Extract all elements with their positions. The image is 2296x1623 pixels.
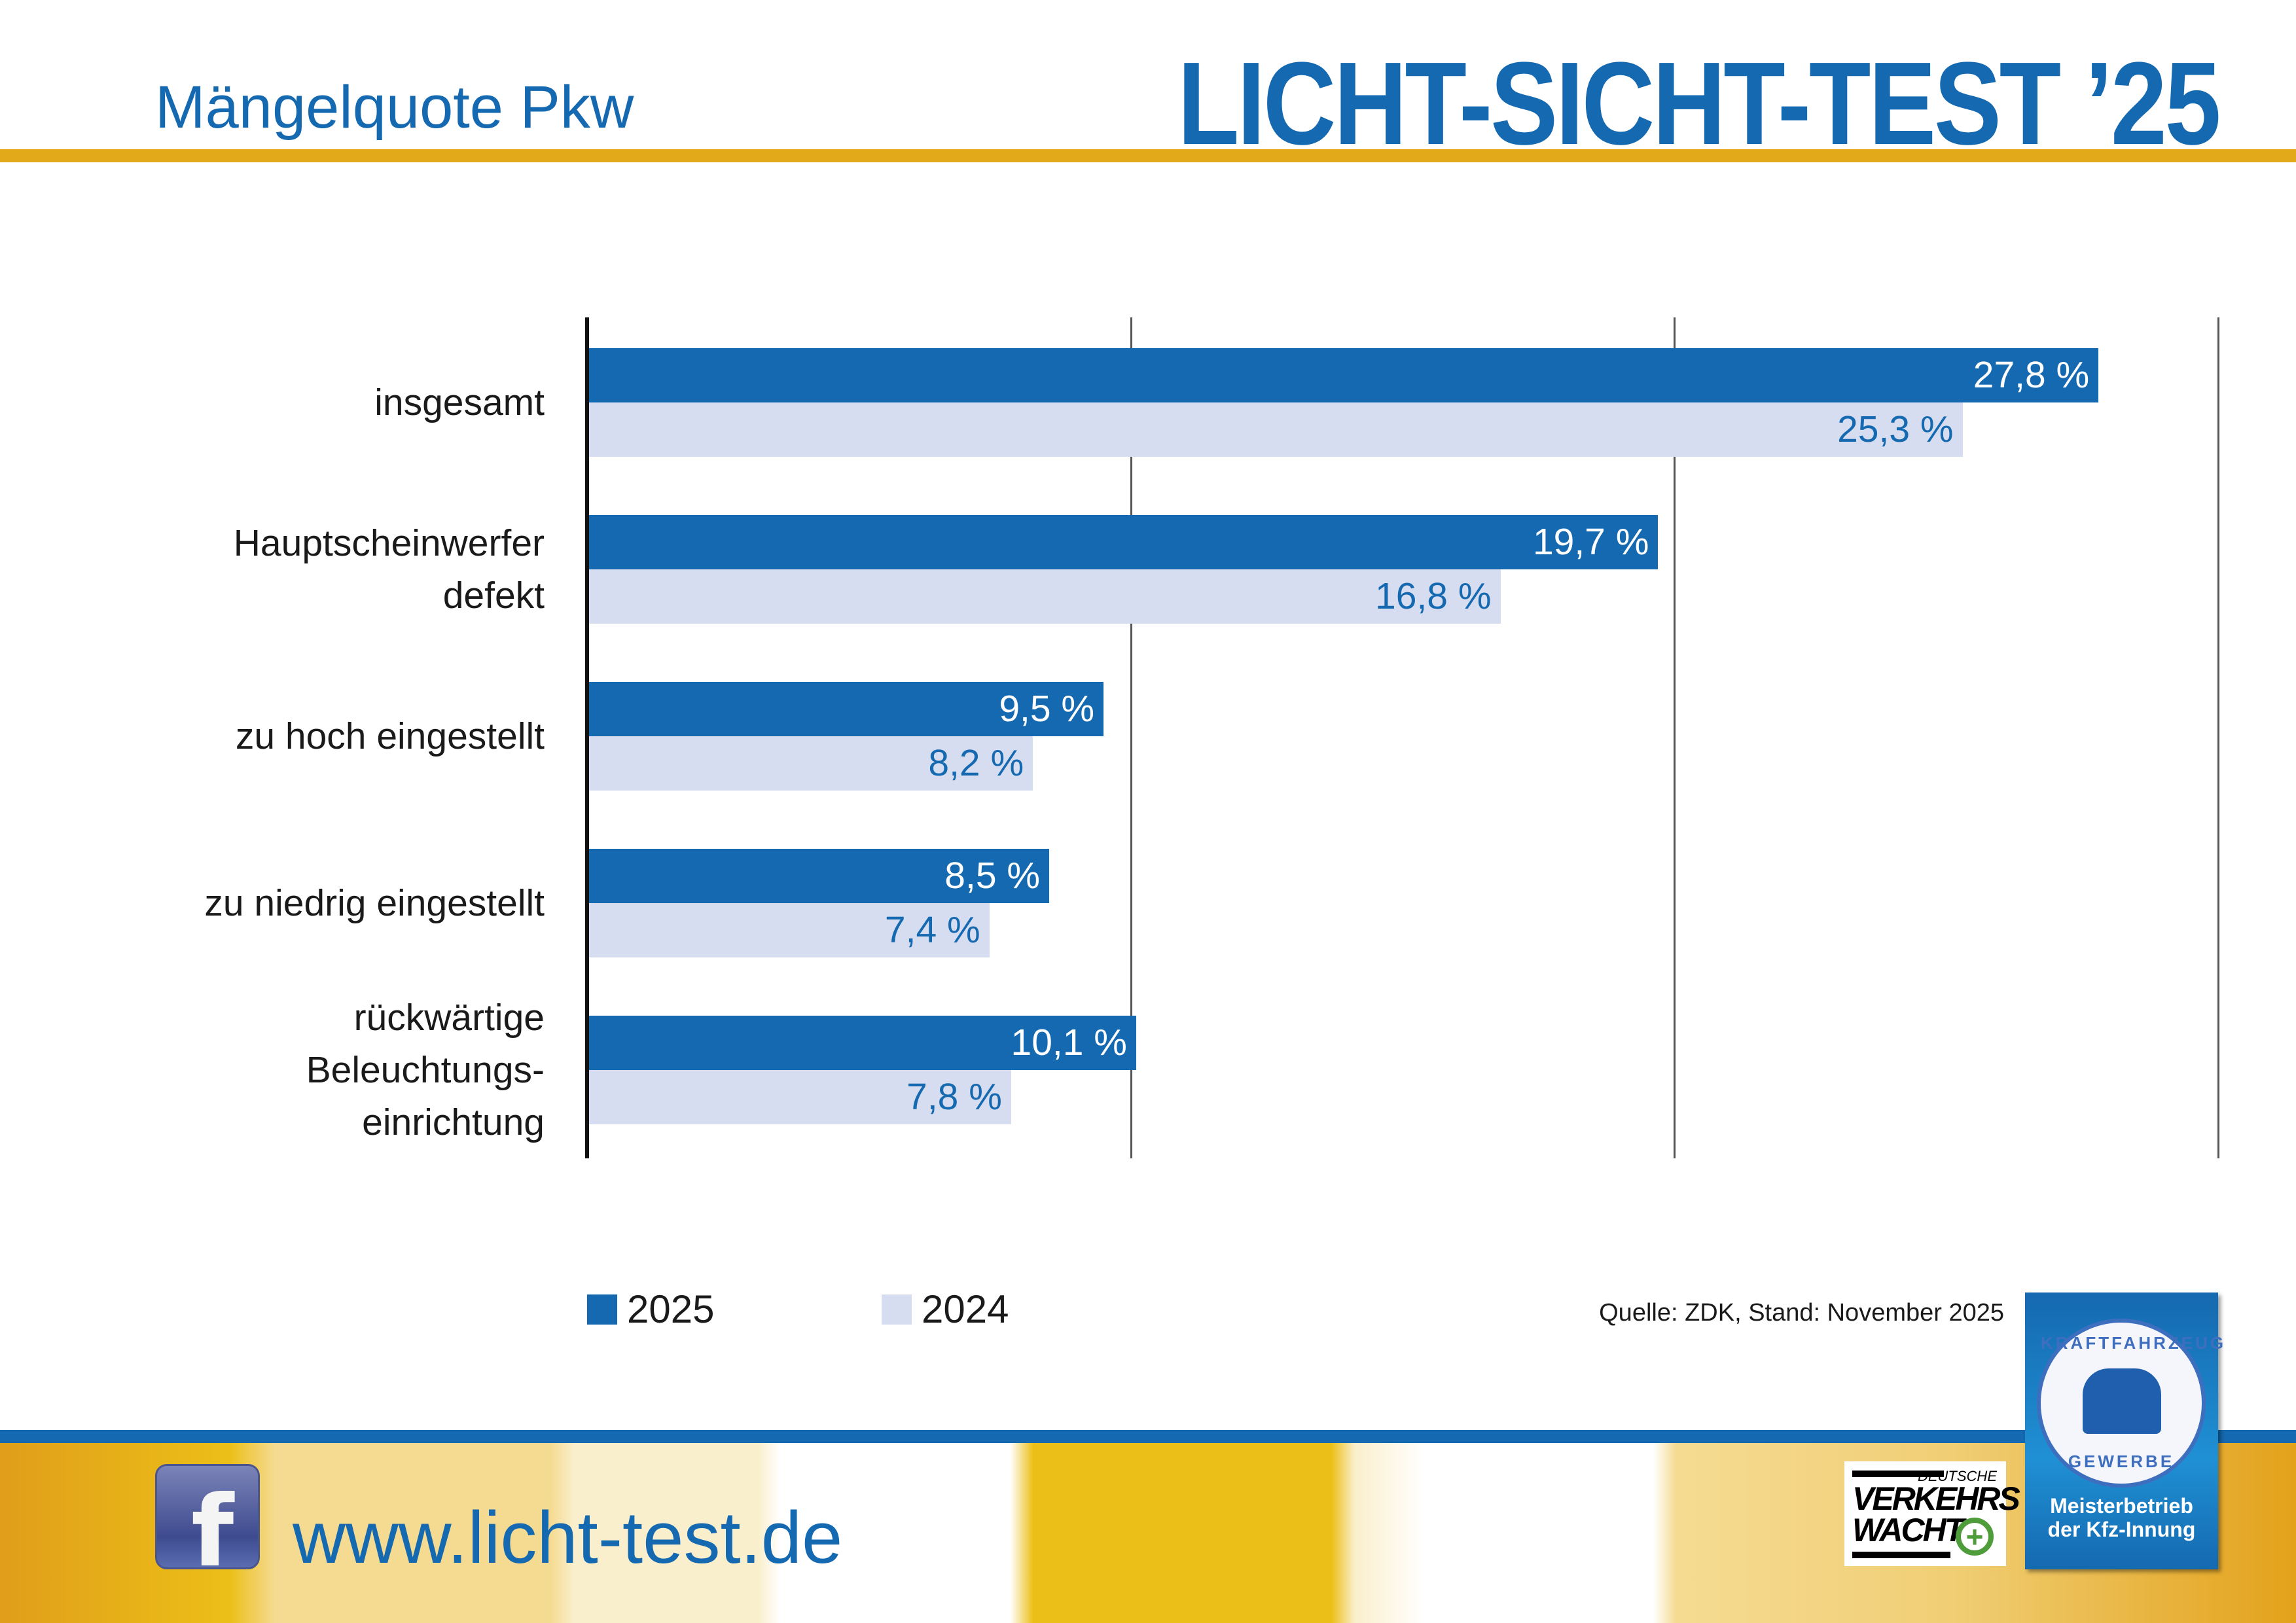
website-link[interactable]: www.licht-test.de [293, 1497, 843, 1578]
value-label: 19,7 % [1532, 521, 1649, 563]
plus-icon: + [1956, 1518, 1994, 1556]
bar-2024 [589, 1070, 1011, 1124]
category-label-line: zu hoch eingestellt [235, 715, 545, 757]
category-label: insgesamt [374, 376, 545, 429]
bar-2025 [589, 849, 1050, 903]
facebook-icon[interactable]: f [155, 1464, 260, 1589]
seal: KRAFTFAHRZEUG GEWERBE [2037, 1319, 2227, 1488]
value-label: 9,5 % [999, 688, 1095, 730]
legend-label-2025: 2025 [627, 1287, 715, 1331]
bar-2025 [589, 348, 2099, 402]
bar-chart: 27,8 % 25,3 % insgesamt 19,7 % 16,8 % Hauptsc… [204, 317, 2219, 1158]
value-label: 25,3 % [1837, 408, 1954, 450]
category-label: zu hoch eingestellt [236, 710, 545, 762]
gridline [2217, 317, 2219, 1158]
bar-2025 [589, 682, 1104, 736]
legend-label-2024: 2024 [922, 1287, 1009, 1331]
seal-text-top: KRAFTFAHRZEUG [2041, 1333, 2227, 1353]
category-label-line: zu niedrig eingestellt [204, 882, 545, 924]
category-label-line: einrichtung [362, 1101, 545, 1143]
seal-text-bottom: GEWERBE [2068, 1452, 2175, 1471]
y-axis [585, 317, 589, 1158]
category-label-line: rückwärtige [353, 997, 545, 1039]
bar-2024 [589, 402, 1963, 457]
bar-2024 [589, 569, 1501, 624]
category-label: rückwärtige Beleuchtungs-einrichtung [306, 991, 545, 1149]
verkehrswacht-logo: DEUTSCHE VERKEHRS WACHT + [1844, 1461, 2020, 1566]
chart-subtitle: Mängelquote Pkw [155, 74, 634, 141]
category-label: zu niedrig eingestellt [204, 877, 545, 929]
footer-blue-band [0, 1430, 2296, 1443]
kfz-gewerbe-logo: KRAFTFAHRZEUG GEWERBE Meisterbetrieb der… [2025, 1293, 2227, 1569]
header-divider [0, 149, 2296, 162]
value-label: 7,8 % [906, 1076, 1002, 1118]
logo-line-1: Meisterbetrieb [2050, 1494, 2193, 1518]
value-label: 16,8 % [1375, 575, 1492, 617]
value-label: 7,4 % [884, 909, 980, 951]
value-label: 10,1 % [1011, 1022, 1127, 1063]
value-label: 8,2 % [928, 742, 1024, 784]
gridline [1130, 317, 1132, 1158]
car-icon [2083, 1368, 2161, 1434]
value-label: 8,5 % [944, 855, 1041, 897]
bar-2025 [589, 1016, 1136, 1070]
logo-text: DEUTSCHE [1917, 1468, 1997, 1484]
category-label-line: insgesamt [374, 382, 545, 423]
category-label-line: defekt [442, 575, 545, 616]
page-title: LICHT-SICHT-TEST ’25 [1177, 38, 2221, 169]
bar-2024 [589, 736, 1033, 791]
category-label-line: Hauptscheinwerfer [233, 522, 545, 564]
legend-swatch-2024 [882, 1294, 912, 1325]
category-label-line: Beleuchtungs- [306, 1049, 545, 1091]
value-label: 27,8 % [1973, 354, 2090, 396]
legend-swatch-2025 [587, 1294, 617, 1325]
bar-2024 [589, 903, 990, 957]
logo-text: VERKEHRS [1852, 1480, 2020, 1517]
category-label: Hauptscheinwerfer defekt [234, 517, 545, 622]
gridline [1674, 317, 1676, 1158]
bar-2025 [589, 515, 1659, 569]
logo-line-2: der Kfz-Innung [2047, 1518, 2196, 1541]
logo-text: WACHT [1852, 1512, 1964, 1548]
source-note: Quelle: ZDK, Stand: November 2025 [1599, 1299, 2004, 1327]
